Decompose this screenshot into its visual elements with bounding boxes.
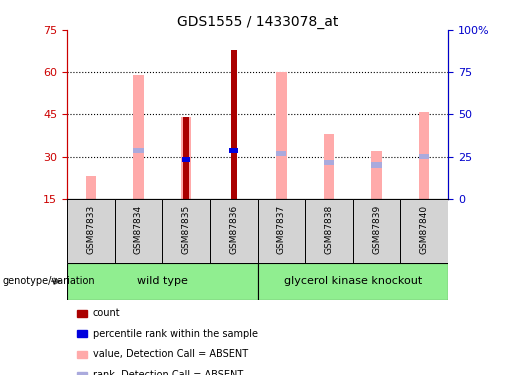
Text: GSM87835: GSM87835 [182,205,191,254]
Bar [67,262,258,300]
Text: genotype/variation: genotype/variation [3,276,95,286]
Text: GSM87838: GSM87838 [324,205,333,254]
Text: GSM87836: GSM87836 [229,205,238,254]
Bar [182,157,191,162]
Bar [133,148,144,153]
Bar [162,199,210,262]
Bar [77,310,87,316]
Text: GSM87837: GSM87837 [277,205,286,254]
Text: GSM87840: GSM87840 [420,205,428,254]
Text: wild type: wild type [137,276,187,286]
Bar [276,151,286,156]
Bar [353,199,401,262]
Text: count: count [93,308,121,318]
Bar [77,330,87,337]
Bar [229,148,238,153]
Text: GSM87839: GSM87839 [372,205,381,254]
Text: value, Detection Call = ABSENT: value, Detection Call = ABSENT [93,350,248,359]
Bar [276,72,286,199]
Bar [85,176,96,199]
Bar [371,151,382,199]
Bar [77,351,87,358]
Text: glycerol kinase knockout: glycerol kinase knockout [284,276,422,286]
Bar [401,199,448,262]
Bar [183,117,189,199]
Bar [324,160,334,165]
Bar [305,199,353,262]
Bar [231,50,237,199]
Bar [419,112,430,199]
Bar [258,199,305,262]
Bar [67,199,115,262]
Title: GDS1555 / 1433078_at: GDS1555 / 1433078_at [177,15,338,29]
Bar [133,75,144,199]
Bar [77,372,87,375]
Text: rank, Detection Call = ABSENT: rank, Detection Call = ABSENT [93,370,243,375]
Bar [114,199,162,262]
Bar [210,199,258,262]
Bar [258,262,448,300]
Bar [181,117,191,199]
Bar [324,134,334,199]
Text: GSM87833: GSM87833 [87,205,95,254]
Text: percentile rank within the sample: percentile rank within the sample [93,329,258,339]
Bar [371,162,382,168]
Text: GSM87834: GSM87834 [134,205,143,254]
Bar [419,154,430,159]
